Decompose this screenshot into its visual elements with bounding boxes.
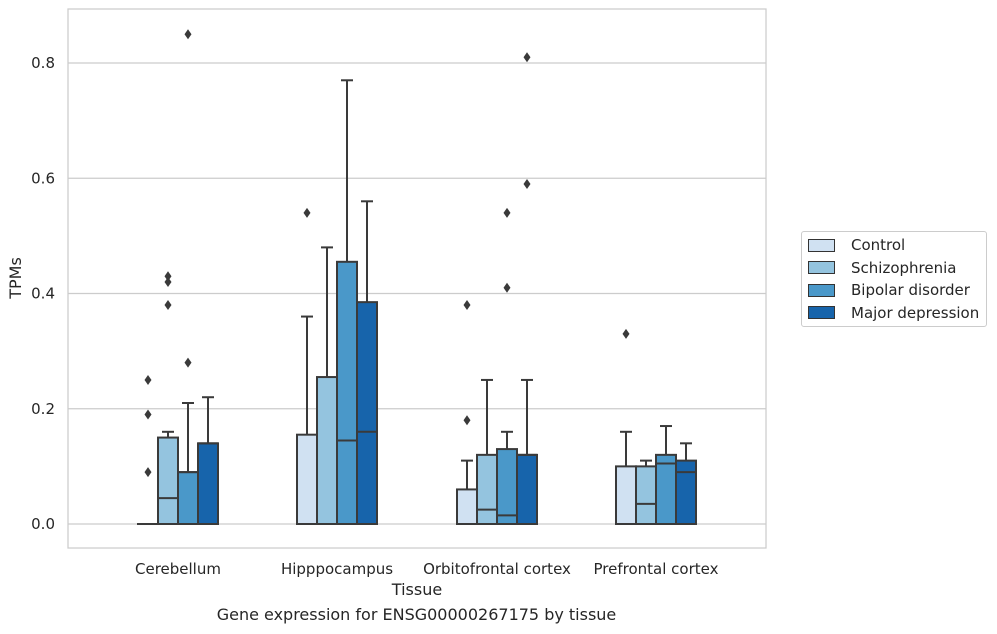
box-groups — [137, 29, 697, 526]
y-tick-label: 0.0 — [31, 515, 55, 533]
outlier-point — [303, 207, 311, 218]
outlier-point — [184, 29, 192, 40]
legend-swatch — [808, 238, 835, 252]
legend-label: Control — [851, 236, 906, 254]
figure-caption: Gene expression for ENSG00000267175 by t… — [216, 605, 617, 624]
box-rect — [296, 433, 318, 525]
box-rect — [635, 465, 657, 525]
x-tick-label: Orbitofrontal cortex — [423, 560, 571, 578]
box-rect — [316, 376, 338, 525]
outlier-point — [164, 300, 172, 311]
box-0-2 — [456, 300, 478, 525]
box-rect — [496, 448, 518, 525]
outlier-point — [144, 374, 152, 385]
legend-item: Bipolar disorder — [808, 280, 970, 300]
legend-swatch — [808, 261, 835, 274]
legend-label: Bipolar disorder — [851, 281, 970, 299]
box-3-1 — [356, 200, 378, 525]
outlier-point — [503, 207, 511, 218]
box-3-2 — [516, 52, 538, 526]
legend-item: Major depression — [808, 303, 979, 323]
plot-frame — [67, 8, 767, 549]
outlier-point — [523, 179, 531, 190]
legend: Control Schizophrenia Bipolar disorder Majo… — [801, 231, 987, 327]
x-tick-label: Cerebellum — [135, 560, 221, 578]
outlier-point — [164, 276, 172, 287]
box-rect — [157, 436, 179, 525]
legend-item: Schizophrenia — [808, 258, 956, 278]
plot-area — [68, 9, 766, 548]
box-0-3 — [615, 328, 637, 525]
legend-item: Control — [808, 235, 905, 255]
y-axis-ticks: 0.0 0.2 0.4 0.6 0.8 — [31, 54, 55, 533]
box-2-0 — [177, 29, 199, 526]
box-rect — [476, 453, 498, 526]
outlier-point — [184, 357, 192, 368]
box-1-3 — [635, 459, 657, 525]
box-rect — [356, 301, 378, 525]
outlier-point — [144, 409, 152, 420]
x-tick-label: Hipppocampus — [281, 560, 393, 578]
outlier-point — [144, 467, 152, 478]
outlier-point — [463, 300, 471, 311]
box-rect — [197, 442, 219, 526]
box-rect — [456, 488, 478, 525]
y-tick-label: 0.6 — [31, 169, 55, 187]
box-rect — [177, 471, 199, 526]
box-0-0 — [137, 374, 159, 526]
box-0-1 — [296, 207, 318, 525]
box-rect — [516, 453, 538, 526]
y-tick-label: 0.8 — [31, 54, 55, 72]
legend-swatch — [808, 306, 835, 319]
outlier-point — [463, 415, 471, 426]
box-1-2 — [476, 378, 498, 526]
y-axis-label: TPMs — [6, 257, 25, 300]
outlier-point — [523, 52, 531, 63]
x-axis-ticks: Cerebellum Hipppocampus Orbitofrontal cort… — [135, 560, 719, 578]
y-tick-label: 0.2 — [31, 400, 55, 418]
legend-label: Schizophrenia — [851, 258, 957, 277]
box-rect — [675, 459, 697, 525]
box-rect — [336, 260, 358, 525]
box-3-0 — [197, 396, 219, 526]
outlier-point — [503, 282, 511, 293]
x-tick-label: Prefrontal cortex — [594, 560, 719, 578]
x-axis-label: Tissue — [391, 580, 442, 599]
box-rect — [615, 465, 637, 525]
outlier-point — [622, 328, 630, 339]
y-tick-label: 0.4 — [31, 285, 55, 303]
outlier-point — [164, 271, 172, 282]
box-3-3 — [675, 442, 697, 525]
legend-swatch — [808, 283, 835, 297]
box-rect — [655, 453, 677, 526]
legend-label: Major depression — [851, 303, 980, 322]
